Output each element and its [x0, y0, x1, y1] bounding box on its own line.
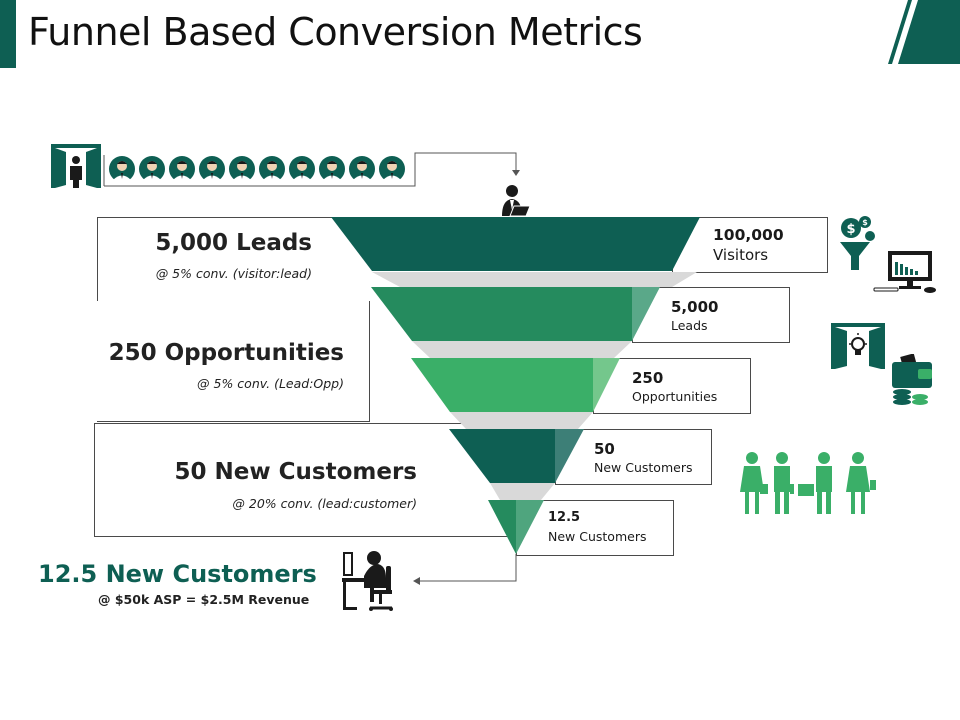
stage-label: Leads [671, 318, 708, 333]
visitor-avatar-icon [139, 156, 165, 182]
funnel-facet [555, 429, 584, 483]
customers-summary-box [94, 423, 510, 537]
stage-value: 250 [632, 369, 664, 387]
opportunities-rate: @ 5% conv. (Lead:Opp) [197, 376, 344, 391]
funnel-connector [412, 341, 632, 358]
funnel-layer-visitors [331, 217, 700, 271]
stage-label-customers: 50 New Customers [594, 439, 692, 477]
svg-text:$: $ [846, 222, 855, 237]
visitor-avatar-icon [169, 156, 195, 182]
stage-value: 100,000 [713, 226, 784, 244]
stage-label: Visitors [713, 246, 769, 264]
laptop-user-icon [502, 185, 531, 217]
stage-box-customers [555, 429, 712, 485]
funnel-layer-leads [371, 287, 632, 341]
opportunities-title: 250 Opportunities [108, 340, 344, 366]
visitor-avatar-icon [199, 156, 225, 182]
money-funnel-icon: $ $ [840, 216, 875, 270]
result-arrow [420, 554, 517, 582]
svg-text:$: $ [862, 218, 868, 227]
visitor-avatar-icon [289, 156, 315, 182]
visitor-avatar-icon [229, 156, 255, 182]
door-person-icon [51, 144, 101, 188]
leads-rate: @ 5% conv. (visitor:lead) [155, 266, 312, 281]
stage-label: New Customers [548, 529, 647, 544]
stage-value: 50 [594, 440, 615, 458]
funnel-facet [632, 287, 660, 341]
door-lightbulb-icon [831, 323, 885, 369]
visitor-avatar-icon [259, 156, 285, 182]
stage-label-final-customers: 12.5 New Customers [548, 508, 646, 546]
desk-worker-icon [342, 551, 393, 611]
stage-label-opportunities: 250 Opportunities [632, 368, 717, 406]
visitor-avatar-icon [349, 156, 375, 182]
funnel-layer-final-customers [488, 500, 516, 554]
final-customers-title: 12.5 New Customers [38, 560, 317, 588]
stage-label-leads: 5,000 Leads [671, 297, 718, 335]
funnel-connector [372, 272, 697, 287]
visitor-avatar-icon [379, 156, 405, 182]
visitor-avatar-icon [109, 156, 135, 182]
wallet-coins-icon [892, 354, 932, 405]
leads-summary-box [97, 217, 358, 303]
stage-value: 5,000 [671, 298, 719, 316]
funnel-connector [490, 483, 555, 500]
final-revenue: @ $50k ASP = $2.5M Revenue [98, 592, 310, 607]
funnel-facet [516, 500, 544, 554]
visitor-avatars [108, 155, 408, 185]
stage-label: New Customers [594, 460, 693, 475]
opportunities-summary-box [97, 301, 370, 422]
business-people-icon [740, 452, 876, 514]
stage-value: 12.5 [548, 510, 581, 525]
stage-box-opportunities [593, 358, 751, 414]
visitors-arrow [408, 152, 517, 187]
monitor-chart-icon [873, 251, 936, 293]
funnel-connector [450, 412, 593, 429]
stage-label: Opportunities [632, 389, 718, 404]
title-accent-bar [0, 0, 16, 68]
funnel-layer-opportunities [411, 358, 593, 412]
corner-stripes-icon [888, 0, 960, 64]
stage-box-final-customers [516, 500, 674, 556]
funnel-layer-customers [449, 429, 555, 483]
visitor-avatar-icon [319, 156, 345, 182]
customers-title: 50 New Customers [174, 459, 417, 485]
page-title: Funnel Based Conversion Metrics [28, 10, 643, 54]
stage-label-visitors: 100,000 Visitors [713, 225, 784, 266]
funnel-facet [593, 358, 620, 412]
leads-title: 5,000 Leads [155, 230, 312, 256]
customers-rate: @ 20% conv. (lead:customer) [232, 496, 417, 511]
